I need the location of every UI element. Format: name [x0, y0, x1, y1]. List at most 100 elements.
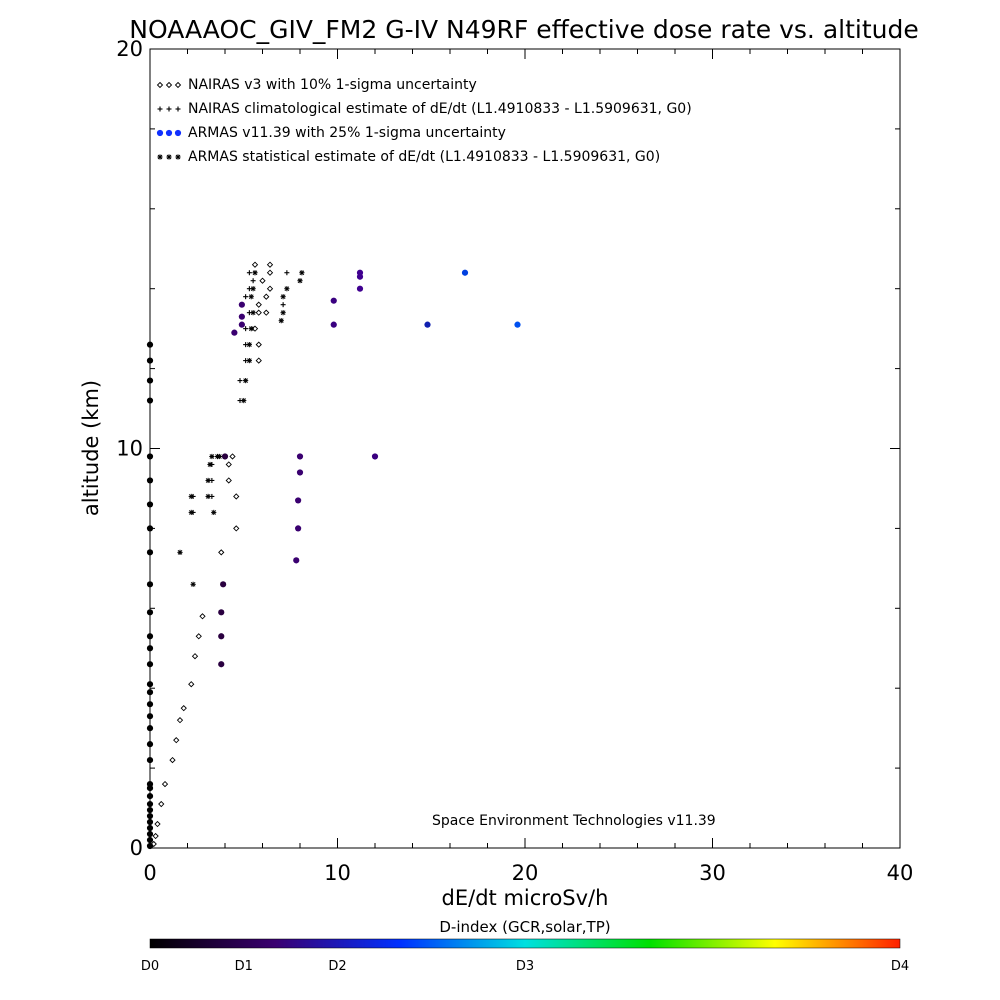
nairas-v3-point	[255, 309, 262, 316]
armas-statistical-point	[246, 342, 252, 348]
y-tick-label: 10	[116, 437, 143, 461]
colorbar-label: D1	[235, 959, 253, 974]
armas-measurement-point	[295, 525, 302, 532]
nairas-climatological-point	[250, 278, 256, 284]
nairas-climatological-point	[243, 326, 249, 332]
nairas-v3-point	[150, 840, 157, 848]
armas-statistical-point	[280, 310, 286, 316]
armas-statistical-point	[248, 326, 254, 332]
armas-measurement-point	[330, 297, 337, 304]
armas-measurement-point	[146, 357, 154, 364]
plot-frame	[149, 48, 901, 849]
credit-annotation: Space Environment Technologies v11.39	[432, 813, 716, 829]
armas-measurement-point	[146, 581, 154, 588]
nairas-v3-point	[255, 341, 262, 348]
armas-statistical-point	[297, 278, 303, 284]
nairas-v3-point	[263, 309, 270, 316]
armas-statistical-point	[246, 358, 252, 364]
nairas-v3-point	[188, 681, 195, 688]
legend-label-nairas-climatological: NAIRAS climatological estimate of dE/dt …	[188, 101, 692, 117]
armas-measurement-point	[146, 806, 154, 814]
armas-measurement-point	[231, 329, 238, 336]
nairas-v3-point	[255, 301, 262, 308]
armas-measurement-point	[146, 377, 154, 384]
legend-symbol	[157, 106, 163, 112]
nairas-v3-point	[251, 325, 259, 332]
legend-entry-armas-statistical: ARMAS statistical estimate of dE/dt (L1.…	[157, 149, 660, 165]
colorbar: D-index (GCR,solar,TP) D0 D1 D2 D3 D4	[141, 918, 909, 974]
nairas-v3-point	[259, 277, 266, 284]
armas-measurement-point	[146, 681, 154, 688]
armas-statistical-point	[284, 286, 290, 292]
armas-measurement-point	[146, 713, 154, 720]
x-tick-label: 10	[324, 861, 351, 885]
armas-statistical-point	[207, 461, 213, 468]
armas-statistical-point	[188, 509, 194, 516]
armas-measurement-point	[356, 285, 364, 292]
armas-statistical-point	[250, 286, 256, 292]
armas-measurement-point	[146, 836, 154, 844]
armas-measurement-point	[146, 477, 154, 484]
legend-symbol	[175, 154, 181, 160]
x-tick-label: 20	[512, 861, 539, 885]
nairas-climatological-point	[243, 294, 249, 300]
armas-measurement-point	[238, 321, 245, 328]
armas-statistical-point	[205, 493, 211, 500]
colorbar-label: D0	[141, 959, 159, 974]
nairas-v3-point	[233, 493, 240, 500]
armas-measurement-point	[146, 661, 154, 668]
nairas-v3-point	[158, 800, 165, 808]
x-tick-label: 40	[887, 861, 914, 885]
armas-measurement-point	[146, 645, 154, 652]
nairas-v3-point	[191, 653, 199, 660]
nairas-v3-point	[263, 293, 270, 300]
armas-measurement-point	[461, 269, 469, 276]
legend: NAIRAS v3 with 10% 1-sigma uncertainty N…	[156, 77, 692, 165]
armas-statistical-point	[188, 493, 194, 500]
nairas-climatological-point	[246, 270, 252, 276]
armas-measurement-point	[146, 830, 154, 838]
nairas-v3-point	[229, 453, 236, 460]
nairas-v3-point	[154, 820, 161, 828]
legend-label-nairas-v3: NAIRAS v3 with 10% 1-sigma uncertainty	[188, 77, 477, 93]
nairas-v3-point	[225, 461, 232, 468]
colorbar-gradient	[149, 938, 901, 949]
nairas-v3-point	[195, 633, 202, 640]
armas-measurement-point	[220, 581, 227, 588]
legend-entry-nairas-v3: NAIRAS v3 with 10% 1-sigma uncertainty	[156, 77, 477, 93]
nairas-v3-point	[266, 285, 274, 292]
legend-entry-armas-v11: ARMAS v11.39 with 25% 1-sigma uncertaint…	[156, 125, 506, 141]
nairas-v3-point	[266, 261, 274, 268]
nairas-v3-point	[233, 525, 240, 532]
armas-measurement-point	[218, 609, 225, 616]
nairas-v3-point	[266, 269, 274, 276]
armas-statistical-point	[241, 397, 247, 404]
legend-symbol	[174, 81, 182, 89]
legend-symbol	[166, 154, 172, 160]
nairas-climatological-point	[284, 270, 290, 276]
armas-statistical-point	[248, 294, 254, 300]
armas-measurement-point	[146, 453, 154, 460]
armas-measurement-point	[146, 341, 154, 348]
armas-measurement-point	[146, 701, 154, 708]
armas-measurement-point	[146, 812, 154, 820]
armas-statistical-point	[250, 310, 256, 316]
armas-statistical-point	[280, 294, 286, 300]
armas-measurement-point	[146, 725, 154, 732]
nairas-v3-point	[161, 780, 169, 788]
legend-symbol	[165, 129, 173, 137]
armas-statistical-point	[278, 318, 284, 324]
tick-marks	[149, 48, 901, 849]
armas-measurement-point	[146, 818, 154, 826]
armas-measurement-point	[218, 633, 225, 640]
colorbar-label: D2	[328, 959, 346, 974]
colorbar-title: D-index (GCR,solar,TP)	[439, 918, 610, 936]
armas-measurement-point	[146, 397, 154, 404]
legend-marker-diamond	[156, 81, 182, 89]
legend-symbol	[156, 81, 164, 89]
nairas-v3-point	[169, 756, 176, 764]
armas-statistical-point	[299, 270, 305, 276]
armas-measurement-point	[293, 557, 300, 564]
legend-marker-asterisk	[157, 154, 181, 160]
armas-measurement-point	[424, 321, 431, 328]
